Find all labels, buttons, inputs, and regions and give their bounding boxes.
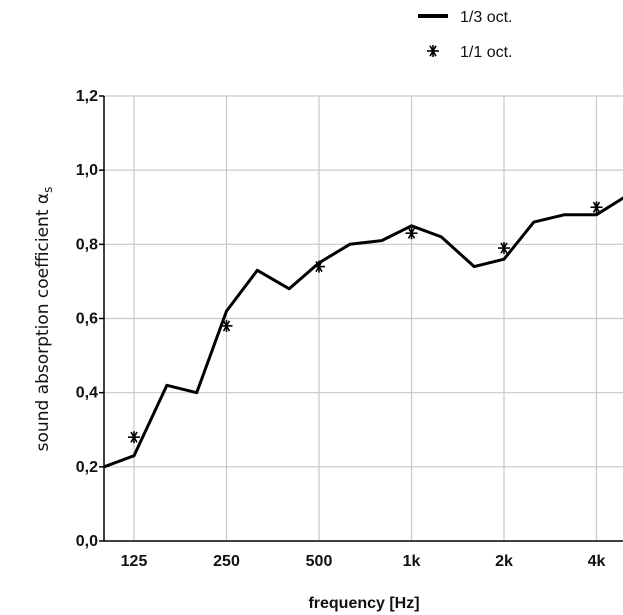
x-tick-label: 125 [121,553,148,570]
axes [99,95,623,542]
data-point-1-1-oct [313,260,325,273]
y-tick-labels: 0,0 0,2 0,4 0,6 0,8 1,0 1,2 [76,88,98,550]
data-point-1-1-oct [498,242,510,255]
y-tick-label: 1,2 [76,88,98,105]
y-axis-title-subscript: s [41,187,55,193]
y-tick-label: 0,4 [76,385,98,402]
data-point-1-1-oct [405,227,418,240]
x-axis-title: frequency [Hz] [308,595,419,612]
x-tick-label: 250 [213,553,240,570]
data-point-1-1-oct [128,431,140,444]
x-tick-label: 4k [588,553,606,570]
data-point-1-1-oct [220,319,233,332]
y-tick-label: 0,6 [76,311,98,328]
x-tick-label: 500 [306,553,333,570]
data-point-1-1-oct [590,201,603,214]
legend-asterisk-swatch [427,45,439,57]
series-line-1-3-oct [103,196,623,469]
y-tick-label: 0,2 [76,459,98,476]
x-tick-label: 1k [403,553,421,570]
x-tick-label: 2k [495,553,513,570]
legend-label-1-1-oct: 1/1 oct. [460,44,512,61]
legend: 1/3 oct. 1/1 oct. [418,9,512,61]
y-tick-label: 0,0 [76,533,98,550]
legend-label-1-3-oct: 1/3 oct. [460,9,512,26]
y-tick-label: 0,8 [76,236,98,253]
y-tick-label: 1,0 [76,162,98,179]
y-axis-title-main: sound absorption coefficient α [33,193,53,451]
grid [104,95,623,541]
series-layer [103,196,623,469]
y-axis-title: sound absorption coefficient αs [33,187,55,452]
x-tick-labels: 125 250 500 1k 2k 4k [121,553,606,570]
